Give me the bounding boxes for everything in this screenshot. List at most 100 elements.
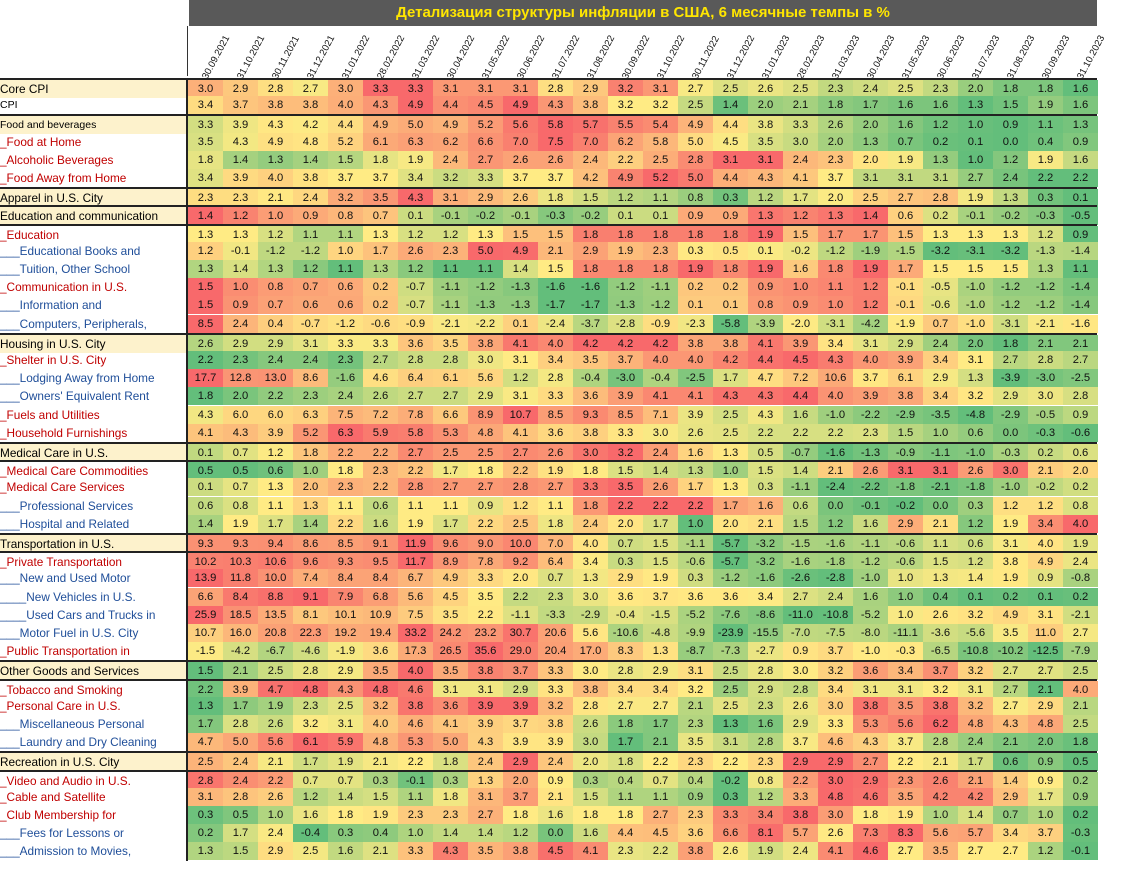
heatmap-cell: 2.6 [748, 80, 783, 98]
row-alcoholic-beverages: _Alcoholic Beverages 1.8 1.4 1.3 1.4 1.5 1.8 1.… [0, 150, 1098, 169]
heatmap-cell: 2.3 [328, 478, 363, 497]
heatmap-cell: 2.7 [503, 444, 538, 462]
row-educational-books-and: ___Educational Books and 1.2 -0.1 -1.2 -1.2 1… [0, 241, 1098, 260]
heatmap-cell: 1.0 [258, 806, 293, 824]
heatmap-cell: 0.6 [328, 296, 363, 315]
heatmap-cell: 5.0 [433, 733, 468, 752]
heatmap-cell: 3.3 [538, 680, 573, 699]
heatmap-cell: 1.4 [958, 569, 993, 588]
row-tuition-other-school: ___Tuition, Other School 1.3 1.4 1.3 1.2 1.1 1… [0, 260, 1098, 278]
heatmap-cell: 5.0 [398, 116, 433, 135]
heatmap-cell: 7.1 [643, 405, 678, 424]
row-private-transportation: _Private Transportation 10.2 10.3 10.6 9.6 9.… [0, 551, 1098, 572]
heatmap-cell: -10.6 [608, 624, 643, 642]
heatmap-cell: -0.2 [573, 207, 608, 226]
heatmap-cell: 4.0 [678, 351, 713, 369]
heatmap-cell: 2.7 [1063, 351, 1098, 369]
heatmap-cell: 1.5 [993, 96, 1028, 115]
heatmap-cell: -0.5 [1028, 405, 1063, 424]
row-label: _Cable and Satellite [0, 789, 106, 804]
heatmap-cell: 4.9 [503, 96, 538, 115]
heatmap-cell: -0.1 [398, 771, 433, 790]
heatmap-cell: 3.5 [468, 587, 503, 606]
row-miscellaneous-personal: ___Miscellaneous Personal 1.7 2.8 2.6 3.2 3.1… [0, 715, 1098, 733]
heatmap-cell: 0.4 [608, 771, 643, 790]
heatmap-cell: 1.9 [608, 241, 643, 260]
heatmap-cell: -1.0 [958, 296, 993, 315]
heatmap-cell: 1.3 [713, 715, 748, 733]
heatmap-cell: 1.5 [958, 260, 993, 278]
heatmap-cell: 1.7 [433, 462, 468, 481]
heatmap-cell: 2.8 [1063, 387, 1098, 406]
heatmap-cell: -1.2 [468, 278, 503, 297]
heatmap-cell: 2.3 [678, 753, 713, 772]
heatmap-cell: 2.9 [818, 753, 853, 772]
heatmap-cell: 1.1 [538, 496, 573, 515]
heatmap-cell: -1.0 [853, 642, 888, 661]
heatmap-cell: 9.6 [293, 553, 328, 572]
heatmap-cell: 2.0 [503, 569, 538, 588]
heatmap-cell: -0.3 [1028, 423, 1063, 442]
heatmap-cell: 4.0 [538, 334, 573, 353]
heatmap-cell: 13.5 [258, 605, 293, 624]
heatmap-cell: -1.4 [1063, 241, 1098, 260]
heatmap-cell: 2.0 [818, 189, 853, 208]
heatmap-cell: 1.6 [678, 444, 713, 462]
heatmap-cell: 0.2 [1028, 444, 1063, 462]
heatmap-cell: -7.3 [713, 642, 748, 661]
heatmap-cell: 2.5 [678, 96, 713, 115]
heatmap-cell: 13.9 [188, 569, 223, 588]
heatmap-cell: 4.8 [293, 680, 328, 699]
heatmap-cell: 1.7 [713, 369, 748, 388]
heatmap-cell: 6.2 [608, 132, 643, 151]
heatmap-cell: 3.1 [503, 351, 538, 369]
heatmap-cell: 6.6 [713, 824, 748, 843]
heatmap-cell: 1.3 [188, 260, 223, 278]
heatmap-cell: 2.2 [1028, 169, 1063, 187]
heatmap-cell: 4.9 [433, 116, 468, 135]
row-label: ___Laundry and Dry Cleaning [0, 735, 157, 750]
heatmap-cell: -0.7 [293, 314, 328, 333]
heatmap-cell: 0.7 [328, 771, 363, 790]
heatmap-cell: -0.7 [783, 444, 818, 462]
row-label: ___Lodging Away from Home [0, 371, 155, 386]
heatmap-cell: 5.0 [678, 169, 713, 187]
heatmap-cell: 1.6 [853, 514, 888, 533]
heatmap-cell: 2.7 [398, 444, 433, 462]
heatmap-cell: 2.5 [713, 662, 748, 681]
heatmap-cell: 4.9 [433, 569, 468, 588]
row-label: Apparel in U.S. City [0, 189, 186, 208]
heatmap-cell: 2.9 [888, 334, 923, 353]
heatmap-cell: 2.8 [573, 696, 608, 715]
heatmap-cell: -8.7 [678, 642, 713, 661]
heatmap-cell: -3.3 [538, 605, 573, 624]
heatmap-cell: 8.5 [188, 314, 223, 333]
heatmap-cell: 1.8 [1028, 80, 1063, 98]
heatmap-cell: 2.7 [888, 842, 923, 861]
heatmap-cell: 3.9 [258, 423, 293, 442]
heatmap-cell: 2.5 [713, 80, 748, 98]
heatmap-cell: 1.3 [258, 260, 293, 278]
heatmap-cell: -5.2 [678, 605, 713, 624]
heatmap-cell: 1.3 [993, 189, 1028, 208]
heatmap-cell: 0.1 [748, 241, 783, 260]
row-label: _Communication in U.S. [0, 280, 128, 295]
heatmap-cell: 8.1 [748, 824, 783, 843]
heatmap-cell: 2.9 [643, 662, 678, 681]
heatmap-cell: 2.3 [328, 351, 363, 369]
row-label: Core CPI [0, 80, 186, 98]
heatmap-cell: 4.1 [433, 715, 468, 733]
heatmap-cell: 4.4 [608, 824, 643, 843]
heatmap-cell: -0.9 [643, 314, 678, 333]
heatmap-cell: -0.1 [888, 278, 923, 297]
heatmap-cell: 1.1 [643, 189, 678, 208]
heatmap-cell: 1.3 [468, 771, 503, 790]
heatmap-cell: 1.8 [608, 225, 643, 244]
heatmap-cell: -3.9 [748, 314, 783, 333]
heatmap-cell: 0.7 [293, 771, 328, 790]
heatmap-cell: 1.7 [818, 225, 853, 244]
heatmap-cell: 1.3 [678, 462, 713, 481]
heatmap-cell: 4.4 [713, 169, 748, 187]
row-label: ___New and Used Motor [0, 571, 131, 586]
heatmap-cell: 3.9 [888, 351, 923, 369]
